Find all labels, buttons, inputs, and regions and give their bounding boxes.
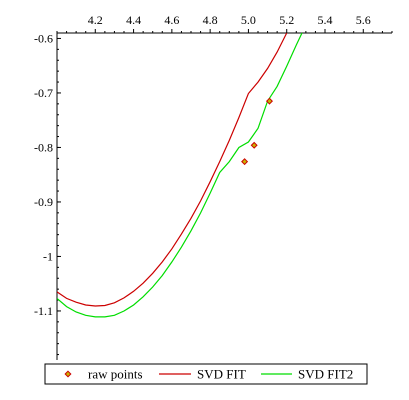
tick-marks: 4.2 4.4 4.6 4.8 5.0 5.2 5.4 5.6 -0.6 -0.7 -0.8 -0.9…	[34, 13, 393, 356]
x-tick-label: 5.0	[241, 13, 256, 27]
raw-point	[265, 97, 273, 105]
raw-point	[250, 141, 258, 149]
x-tick-label: 4.4	[126, 13, 141, 27]
y-tick-label: -0.9	[34, 195, 53, 209]
series-line-svd-fit2	[57, 32, 303, 318]
y-tick-label: -0.6	[34, 31, 53, 45]
x-tick-label: 5.4	[318, 13, 333, 27]
y-tick-label: -1.1	[34, 304, 53, 318]
legend-box	[44, 363, 368, 385]
x-tick-label: 5.6	[356, 13, 371, 27]
series-line-svd-fit	[57, 32, 288, 307]
y-tick-label: -0.7	[34, 86, 53, 100]
legend-marker-raw-points	[64, 370, 72, 378]
plot-area	[57, 32, 303, 318]
x-tick-label: 4.2	[88, 13, 103, 27]
x-tick-label: 5.2	[279, 13, 294, 27]
x-tick-label: 4.6	[164, 13, 179, 27]
axes	[56, 31, 392, 360]
y-tick-label: -0.8	[34, 140, 53, 154]
legend-label-raw-points: raw points	[88, 367, 143, 382]
y-tick-label: -1	[43, 249, 53, 263]
x-tick-label: 4.8	[203, 13, 218, 27]
legend-label-svd-fit2: SVD FIT2	[298, 367, 353, 382]
legend-label-svd-fit: SVD FIT	[197, 367, 246, 382]
series-layer	[57, 32, 303, 318]
raw-point	[241, 158, 249, 166]
legend: raw points SVD FIT SVD FIT2	[44, 363, 368, 385]
